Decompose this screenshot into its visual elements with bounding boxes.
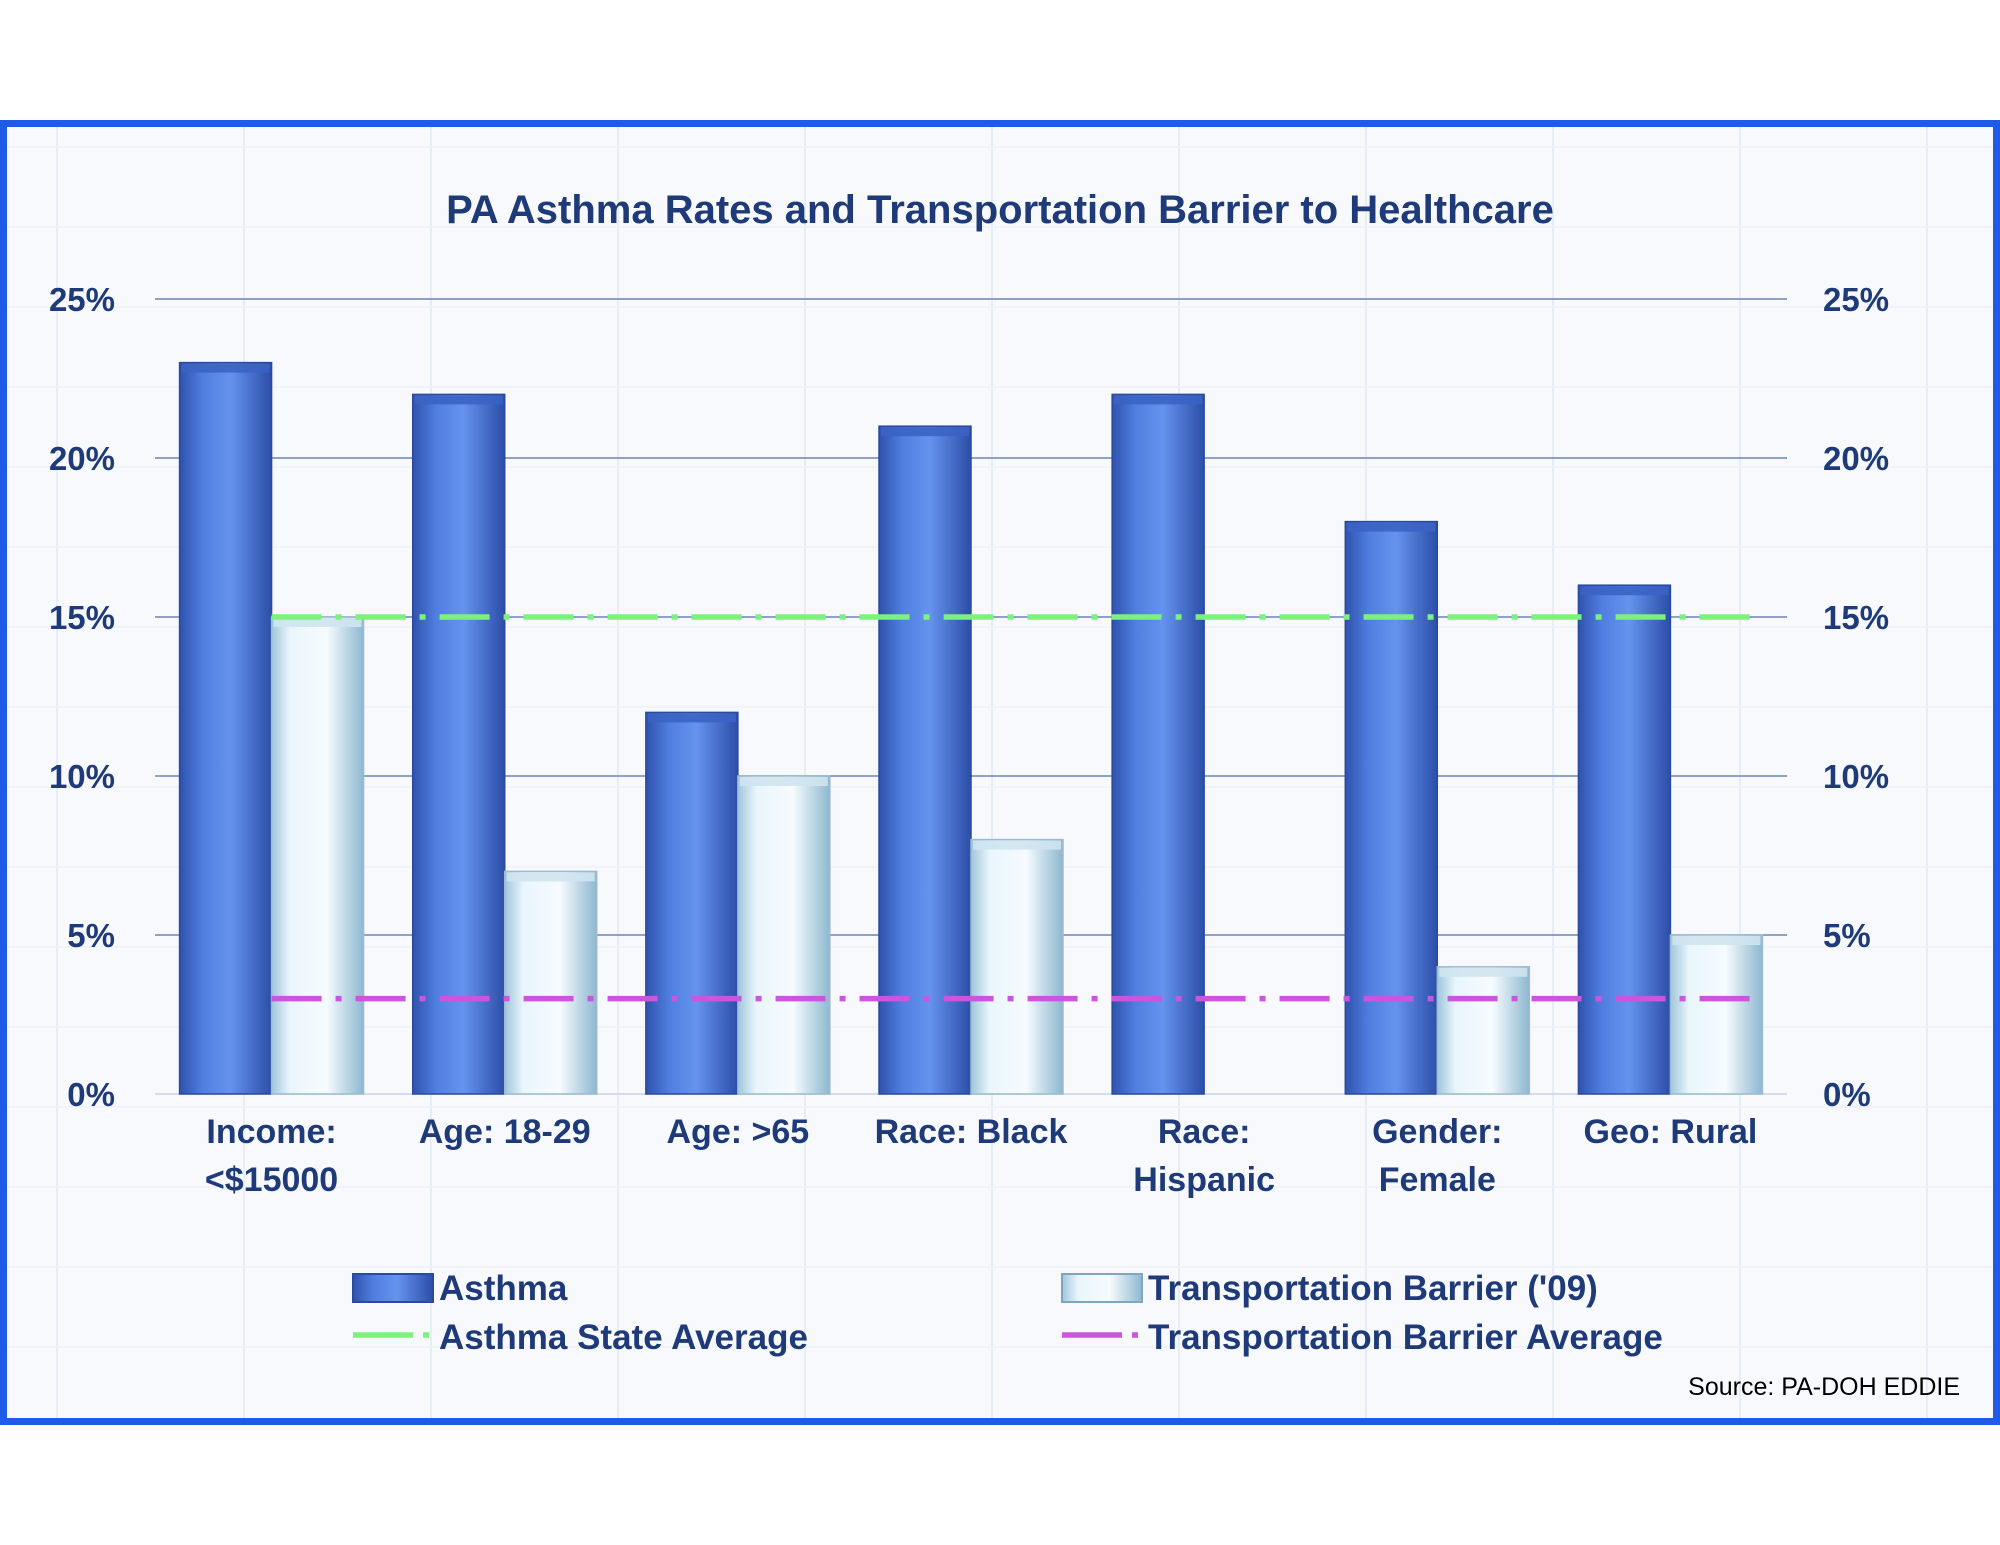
category-label: Geo: Rural bbox=[1584, 1113, 1758, 1151]
y-tick-label-right: 15% bbox=[1823, 599, 1889, 636]
y-tick-label-left: 10% bbox=[49, 758, 115, 795]
y-tick-label-left: 5% bbox=[67, 917, 115, 954]
legend-swatch bbox=[352, 1273, 434, 1303]
bar-bevel bbox=[881, 427, 969, 437]
bar-bevel bbox=[506, 872, 595, 882]
bar-asthma bbox=[1111, 393, 1205, 1095]
bar-bevel bbox=[414, 395, 503, 405]
y-tick-label-right: 25% bbox=[1823, 281, 1889, 318]
bar-bevel bbox=[273, 618, 362, 627]
chart: PA Asthma Rates and Transportation Barri… bbox=[7, 127, 1993, 1418]
bar-transportation-barrier bbox=[503, 870, 598, 1095]
bar-transportation-barrier bbox=[1669, 934, 1764, 1095]
y-tick-label-right: 10% bbox=[1823, 758, 1889, 795]
y-tick-label-right: 0% bbox=[1823, 1076, 1871, 1113]
bar-bevel bbox=[647, 713, 736, 723]
bar-bevel bbox=[1439, 967, 1528, 977]
bar-bevel bbox=[181, 363, 270, 373]
bar-bevel bbox=[1580, 586, 1669, 596]
bar-bevel bbox=[1672, 936, 1761, 945]
bar-asthma bbox=[1577, 584, 1672, 1095]
category-label: Age: 18-29 bbox=[419, 1113, 591, 1151]
chart-frame: PA Asthma Rates and Transportation Barri… bbox=[0, 120, 2000, 1425]
bar-bevel bbox=[1347, 522, 1436, 532]
legend-swatch bbox=[1061, 1273, 1143, 1303]
legend: Asthma Transportation Barrier ('09) Asthma… bbox=[352, 1269, 1663, 1357]
bar-bevel bbox=[1114, 395, 1203, 405]
legend-label: Asthma State Average bbox=[439, 1318, 808, 1357]
chart-title: PA Asthma Rates and Transportation Barri… bbox=[446, 188, 1554, 232]
bar-transportation-barrier bbox=[970, 838, 1064, 1095]
legend-transportation-barrier: Transportation Barrier ('09) bbox=[1061, 1269, 1598, 1308]
category-label: Gender: Female bbox=[1372, 1113, 1502, 1199]
bar-transportation-barrier bbox=[737, 775, 831, 1095]
y-tick-label-right: 5% bbox=[1823, 917, 1871, 954]
category-label: Race: Black bbox=[875, 1113, 1068, 1151]
legend-transportation-barrier-average: Transportation Barrier Average bbox=[1062, 1318, 1663, 1357]
bar-asthma bbox=[645, 711, 739, 1095]
y-axis-right: 0% 5% 10% 15% 20% 25% bbox=[1823, 281, 1889, 1113]
category-label: Income: <$15000 bbox=[205, 1113, 338, 1199]
category-label: Race: Hispanic bbox=[1133, 1113, 1275, 1199]
y-tick-label-right: 20% bbox=[1823, 440, 1889, 477]
bar-transportation-barrier bbox=[1436, 966, 1531, 1095]
y-tick-label-left: 20% bbox=[49, 440, 115, 477]
bar-asthma bbox=[878, 425, 972, 1095]
legend-label: Transportation Barrier Average bbox=[1148, 1318, 1663, 1357]
legend-asthma: Asthma bbox=[352, 1269, 568, 1308]
bar-transportation-barrier bbox=[270, 616, 365, 1095]
reference-lines bbox=[271, 614, 1763, 1002]
category-labels: Income: <$15000 Age: 18-29 Age: >65 Race: Bl… bbox=[205, 1113, 1757, 1199]
bar-bevel bbox=[973, 840, 1061, 850]
legend-label: Asthma bbox=[439, 1269, 568, 1308]
category-label: Age: >65 bbox=[667, 1113, 810, 1151]
y-axis-left: 0% 5% 10% 15% 20% 25% bbox=[49, 281, 115, 1113]
legend-label: Transportation Barrier ('09) bbox=[1148, 1269, 1598, 1308]
bar-bevel bbox=[739, 777, 828, 786]
bars bbox=[178, 361, 1764, 1095]
legend-asthma-state-average: Asthma State Average bbox=[353, 1318, 808, 1357]
bar-asthma bbox=[411, 393, 506, 1095]
bar-asthma bbox=[178, 361, 273, 1095]
y-tick-label-left: 0% bbox=[67, 1076, 115, 1113]
y-tick-label-left: 25% bbox=[49, 281, 115, 318]
y-tick-label-left: 15% bbox=[49, 599, 115, 636]
bar-asthma bbox=[1344, 520, 1439, 1095]
source-note: Source: PA-DOH EDDIE bbox=[1688, 1373, 1960, 1401]
